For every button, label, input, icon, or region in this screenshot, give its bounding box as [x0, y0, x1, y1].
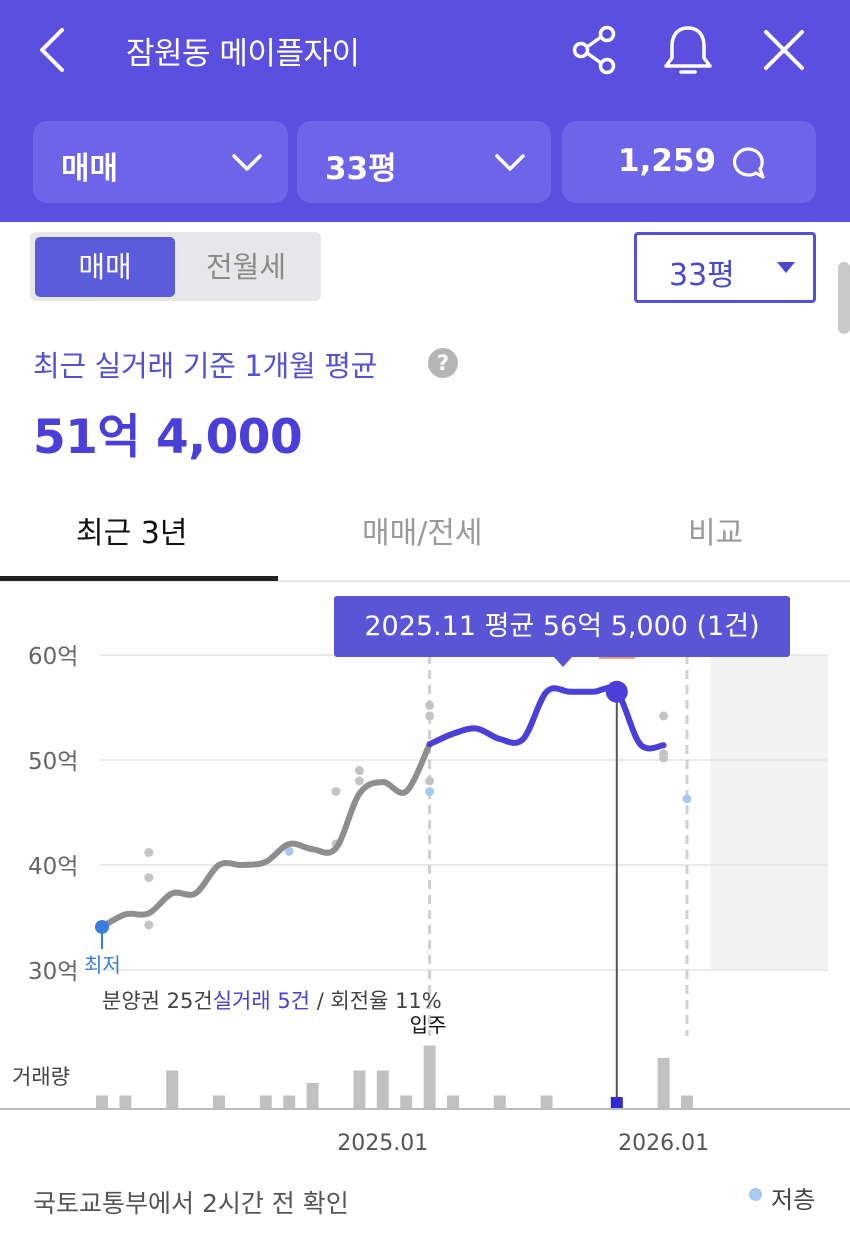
- presale-count: 분양권 25건: [102, 989, 213, 1013]
- average-line-post-move-in: [426, 684, 667, 752]
- share-icon[interactable]: [567, 22, 623, 78]
- volume-label: 거래량: [12, 1065, 70, 1089]
- area-label: 33평: [325, 151, 397, 187]
- apartment-title: 잠원동 메이플자이: [126, 36, 360, 72]
- volume-bar: [306, 1083, 319, 1108]
- trade-point: [331, 787, 341, 796]
- actual-trade-count: 실거래 5건: [213, 989, 310, 1013]
- caret-down-icon: [777, 262, 795, 273]
- volume-bar: [119, 1095, 132, 1108]
- volume-bar: [376, 1070, 389, 1108]
- volume-bar: [400, 1095, 413, 1108]
- area-dropdown[interactable]: 33평: [297, 121, 551, 203]
- comment-count: 1,259: [618, 143, 717, 179]
- help-icon[interactable]: ?: [428, 348, 458, 378]
- trade-point: [284, 846, 294, 856]
- move-in-label: 입주: [410, 1013, 447, 1037]
- area-select-value: 33평: [669, 258, 735, 293]
- volume-bar: [681, 1095, 693, 1108]
- trade-point: [144, 847, 154, 857]
- trade-point: [354, 776, 364, 786]
- volume-bar: [166, 1070, 179, 1108]
- volume-bar-selected: [610, 1097, 623, 1108]
- tooltip-arrow: [553, 656, 573, 667]
- volume-bar: [657, 1058, 670, 1108]
- volume-bar: [540, 1095, 553, 1108]
- tab-recent-3-years[interactable]: 최근 3년: [76, 516, 188, 551]
- trade-type-dropdown[interactable]: 매매: [33, 121, 288, 203]
- average-price: 51억 4,000: [33, 410, 303, 465]
- data-source-note: 국토교통부에서 2시간 전 확인: [33, 1189, 349, 1218]
- chevron-down-icon: [232, 154, 262, 171]
- selected-point: [605, 680, 628, 703]
- low-marker-dot: [95, 919, 109, 934]
- legend-low-floor-dot: [749, 1188, 762, 1201]
- turnover-rate: / 회전율 11%: [310, 989, 442, 1013]
- trade-point: [144, 873, 154, 883]
- volume-bar: [96, 1095, 108, 1108]
- volume-bar: [213, 1095, 225, 1108]
- low-label: 최저: [84, 953, 121, 977]
- future-shading: [710, 655, 828, 970]
- volume-bar: [493, 1095, 506, 1108]
- trade-type-label: 매매: [61, 151, 119, 187]
- chevron-down-icon: [495, 154, 525, 171]
- trade-point: [425, 700, 435, 710]
- trade-segment-control: 매매 전월세: [30, 232, 321, 301]
- tab-sale-jeonse[interactable]: 매매/전세: [362, 516, 483, 551]
- volume-bar: [259, 1095, 272, 1108]
- average-label: 최근 실거래 기준 1개월 평균: [33, 349, 378, 383]
- close-icon[interactable]: [756, 22, 812, 78]
- average-line-pre-move-in: [99, 741, 433, 930]
- y-tick-label: 50억: [28, 749, 78, 775]
- x-tick-label: 2026.01: [618, 1131, 709, 1156]
- volume-bar: [447, 1095, 459, 1108]
- comment-bubble-icon: [732, 147, 765, 179]
- scrollbar-thumb[interactable]: [838, 262, 850, 334]
- trade-point: [354, 766, 364, 775]
- volume-bar: [423, 1045, 436, 1108]
- legend-low-floor-label: 저층: [771, 1186, 816, 1214]
- segment-sale[interactable]: 매매: [35, 237, 175, 297]
- comments-button[interactable]: 1,259: [562, 121, 816, 203]
- trade-point: [659, 753, 669, 763]
- trade-point: [144, 920, 154, 930]
- trade-point: [425, 787, 435, 796]
- back-arrow-icon[interactable]: [30, 22, 78, 78]
- app-header: 잠원동 메이플자이 매매 33평 1,259: [0, 0, 850, 222]
- x-tick-label: 2025.01: [337, 1131, 428, 1156]
- bell-icon[interactable]: [660, 22, 716, 78]
- tab-compare[interactable]: 비교: [688, 516, 744, 551]
- volume-bar: [283, 1095, 296, 1108]
- trade-point: [659, 711, 669, 721]
- area-select[interactable]: 33평: [634, 232, 816, 303]
- segment-rent[interactable]: 전월세: [205, 250, 287, 284]
- chart-tooltip: 2025.11 평균 56억 5,000 (1건): [334, 596, 790, 657]
- trade-point: [425, 776, 435, 786]
- y-tick-label: 30억: [28, 959, 78, 985]
- y-tick-label: 60억: [28, 644, 78, 670]
- tab-active-indicator: [0, 576, 278, 581]
- transaction-info: 분양권 25건실거래 5건 / 회전율 11%: [102, 989, 442, 1013]
- y-tick-label: 40억: [28, 854, 78, 880]
- trade-point: [682, 794, 692, 804]
- trade-point: [425, 711, 435, 721]
- volume-bar: [353, 1070, 366, 1108]
- tab-divider: [0, 580, 850, 582]
